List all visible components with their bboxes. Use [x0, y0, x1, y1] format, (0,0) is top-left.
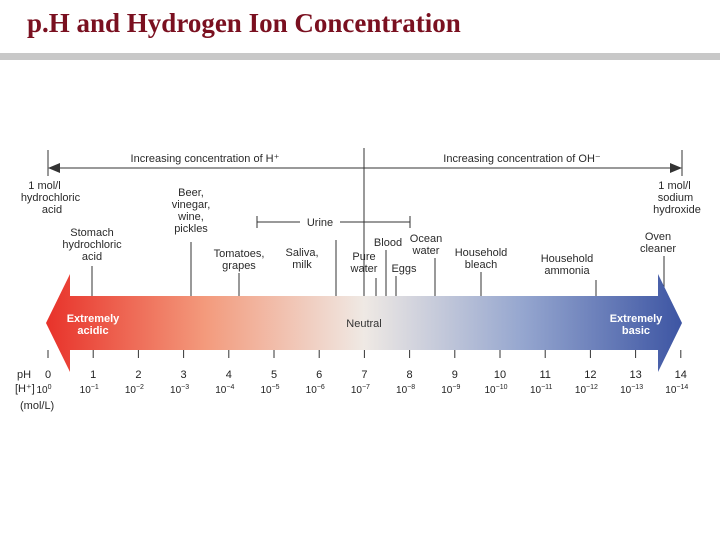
- ph-value-label: 8: [407, 369, 413, 381]
- substance-beer-vinegar: Beer, vinegar, wine, pickles: [172, 187, 211, 296]
- ph-value-label: 11: [539, 369, 550, 381]
- ph-value-label: 7: [361, 369, 367, 381]
- concentration-value-label: 10−8: [396, 384, 415, 396]
- ph-value-label: 14: [675, 369, 687, 381]
- concentration-value-label: 100: [36, 384, 51, 396]
- concentration-value-label: 10−11: [530, 384, 553, 396]
- concentration-value-label: 10−13: [620, 384, 643, 396]
- concentration-value-label: 10−3: [170, 384, 189, 396]
- concentration-axis-label: [H⁺]: [15, 383, 35, 395]
- concentration-value-label: 10−7: [351, 384, 370, 396]
- svg-text:Tomatoes,grapes: Tomatoes, grapes: [214, 248, 265, 272]
- ph-value-label: 13: [629, 369, 641, 381]
- ph-value-label: 2: [135, 369, 141, 381]
- ph-gradient-bar: [46, 274, 682, 372]
- substance-stomach-acid: Stomach hydrochloric acid: [62, 227, 122, 296]
- urine-label: Urine: [307, 217, 333, 229]
- concentration-value-label: 10−10: [485, 384, 508, 396]
- substance-household-ammonia: Household ammonia: [541, 253, 597, 296]
- concentration-value-label: 10−12: [575, 384, 598, 396]
- concentration-value-label: 10−9: [441, 384, 460, 396]
- substance-eggs: Eggs: [391, 263, 417, 296]
- concentration-value-label: 10−14: [665, 384, 688, 396]
- substance-pure-water: Pure water: [350, 251, 378, 296]
- ph-value-label: 1: [90, 369, 96, 381]
- svg-text:Saliva,milk: Saliva, milk: [285, 247, 318, 271]
- substance-saliva-milk: Saliva, milk: [285, 240, 337, 296]
- substance-ocean-water: Ocean water: [410, 233, 442, 296]
- substance-household-bleach: Household bleach: [455, 247, 508, 296]
- ph-value-label: 0: [45, 369, 51, 381]
- substance-blood: Blood: [374, 237, 402, 296]
- substance-tomatoes: Tomatoes, grapes: [214, 248, 265, 296]
- extremely-basic-label: Extremely basic: [610, 313, 663, 337]
- right-end-label: 1 mol/l sodium hydroxide: [653, 180, 701, 216]
- concentration-value-label: 10−1: [80, 384, 99, 396]
- concentration-value-label: 10−2: [125, 384, 144, 396]
- ph-value-label: 9: [452, 369, 458, 381]
- ph-value-label: 10: [494, 369, 506, 381]
- concentration-value-label: 10−5: [260, 384, 279, 396]
- h-arrow-label: Increasing concentration of H⁺: [131, 153, 280, 165]
- left-end-label: 1 mol/l hydrochloric acid: [21, 180, 83, 216]
- extremely-acidic-label: Extremely acidic: [67, 313, 120, 337]
- h-concentration-arrow: Increasing concentration of H⁺: [48, 153, 364, 173]
- neutral-label: Neutral: [346, 318, 381, 330]
- svg-text:Eggs: Eggs: [391, 263, 417, 275]
- ph-value-label: 6: [316, 369, 322, 381]
- title-divider: [0, 53, 720, 60]
- concentration-value-label: 10−4: [215, 384, 234, 396]
- ph-axis-label: pH: [17, 369, 31, 381]
- concentration-value-label: 10−6: [306, 384, 325, 396]
- svg-text:Beer,vinegar,wine,pickles: Beer, vinegar, wine, pickles: [172, 187, 211, 235]
- ph-value-label: 12: [584, 369, 596, 381]
- ph-value-label: 3: [181, 369, 187, 381]
- ph-value-label: 4: [226, 369, 232, 381]
- substance-oven-cleaner: Oven cleaner: [640, 231, 676, 296]
- oh-concentration-arrow: Increasing concentration of OH⁻: [364, 153, 682, 173]
- ph-value-label: 5: [271, 369, 277, 381]
- ph-tick-group: 0100110−1210−2310−3410−4510−5610−6710−78…: [36, 350, 688, 396]
- unit-label: (mol/L): [20, 400, 54, 412]
- svg-text:Blood: Blood: [374, 237, 402, 249]
- oh-arrow-label: Increasing concentration of OH⁻: [443, 153, 601, 165]
- slide-title: p.H and Hydrogen Ion Concentration: [27, 8, 461, 38]
- urine-range-bracket: Urine: [256, 216, 411, 229]
